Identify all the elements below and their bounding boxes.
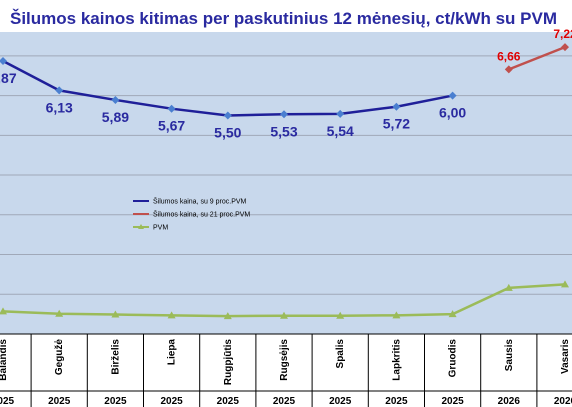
data-point (336, 109, 345, 118)
data-point (561, 280, 569, 288)
data-point (392, 102, 401, 111)
data-point (0, 307, 7, 315)
x-tick-label: Vasaris (560, 339, 571, 374)
x-axis: Balandis Gegužė Birželis Liepa Rugpjūtis Rugs… (0, 333, 572, 407)
data-label: 5,54 (327, 123, 354, 139)
legend-marker (138, 224, 144, 229)
legend-label: Šilumos kaina, su 9 proc.PVM (153, 197, 247, 206)
x-year-label: 2025 (160, 396, 183, 407)
data-label: 6,66 (497, 49, 521, 63)
data-point (392, 311, 401, 319)
x-tick-label: Gruodis (448, 339, 459, 378)
data-label: 5,72 (383, 116, 410, 132)
x-year-label: 2025 (441, 396, 464, 407)
data-label: 7,22 (553, 27, 572, 41)
data-point (561, 43, 569, 52)
x-tick-label: Liepa (167, 339, 178, 366)
data-label: 5,89 (102, 109, 129, 125)
x-year-label: 2026 (554, 396, 572, 407)
data-label: 6,87 (0, 70, 17, 86)
data-point (504, 283, 513, 291)
data-point (167, 104, 176, 113)
data-point (111, 95, 120, 104)
data-point (448, 91, 457, 100)
data-point (448, 310, 457, 318)
data-label: 5,50 (214, 124, 241, 140)
data-point (0, 57, 7, 66)
chart-title: Šilumos kainos kitimas per paskutinius 1… (10, 9, 557, 28)
x-tick-label: Lapkritis (391, 339, 402, 381)
data-point (280, 311, 288, 319)
x-tick-label: Birželis (110, 339, 121, 375)
x-tick-label: Rugpjūtis (223, 339, 234, 386)
data-point (55, 309, 64, 317)
x-year-label: 2025 (104, 396, 127, 407)
data-label: 5,67 (158, 118, 185, 134)
x-year-label: 2025 (385, 396, 408, 407)
legend-label: Šilumos kaina, su 21 proc.PVM (153, 210, 250, 219)
x-tick-label: Spalis (335, 339, 346, 369)
legend-label: PVM (153, 225, 168, 232)
x-tick-label: Gegužė (54, 339, 65, 376)
legend: Šilumos kaina, su 9 proc.PVM Šilumos kain… (133, 197, 250, 232)
x-year-label: 2025 (0, 396, 15, 407)
x-year-label: 2025 (48, 396, 71, 407)
x-tick-label: Balandis (0, 339, 9, 381)
data-point (55, 86, 64, 95)
data-point (280, 110, 288, 119)
data-point (111, 310, 120, 318)
data-point (223, 111, 232, 120)
data-label: 5,53 (270, 123, 297, 139)
data-point (504, 65, 513, 74)
x-year-label: 2025 (273, 396, 296, 407)
data-point (223, 312, 232, 320)
x-year-label: 2026 (498, 396, 521, 407)
plot-area: 6,87 6,13 5,89 5,67 5,50 5,53 5,54 5,72 6,00 6,66… (0, 27, 572, 334)
data-label: 6,13 (46, 99, 73, 115)
x-tick-label: Rugsėjis (279, 339, 290, 381)
x-year-label: 2025 (217, 396, 240, 407)
series-line-2 (508, 45, 566, 71)
x-tick-label: Sausis (504, 339, 515, 372)
data-point (167, 311, 176, 319)
data-point (336, 311, 345, 319)
x-year-label: 2025 (329, 396, 352, 407)
data-label: 6,00 (439, 105, 466, 121)
plot-background (0, 32, 572, 334)
